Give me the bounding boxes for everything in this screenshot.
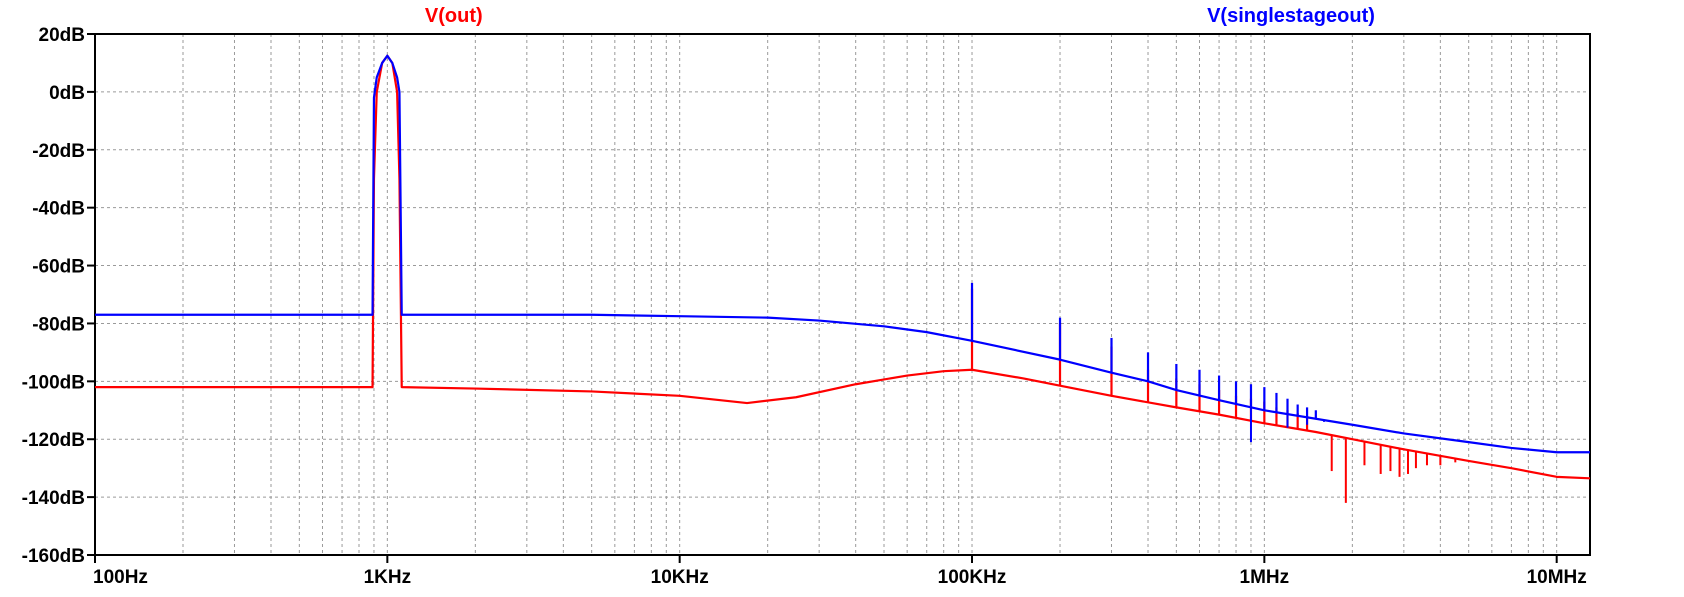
series-traces [95,54,1591,503]
series-line [95,54,1591,480]
y-tick-label: -140dB [22,488,85,509]
series-v-out- [95,54,1591,503]
legend-entry: V(singlestageout) [1207,5,1375,27]
series-line [95,54,1590,454]
y-tick-label: 0dB [49,83,85,104]
y-tick-label: -40dB [32,199,85,220]
grid [95,34,1590,555]
y-tick-label: -60dB [32,257,85,278]
x-tick-label: 10MHz [1527,567,1587,588]
legend: V(singlestageout) V(out) [425,5,1375,27]
x-tick-label: 100KHz [938,567,1007,588]
plot-frame [94,33,1591,556]
y-tick-label: -20dB [32,141,85,162]
y-tick-label: -100dB [22,372,85,393]
x-tick-label: 1KHz [364,567,412,588]
y-tick-label: -80dB [32,314,85,335]
y-tick-label: -160dB [22,546,85,567]
y-tick-label: 20dB [39,25,85,46]
x-tick-label: 100Hz [93,567,148,588]
y-tick-label: -120dB [22,430,85,451]
x-tick-label: 10KHz [651,567,709,588]
series-v-singlestageout- [95,54,1590,454]
x-tick-label: 1MHz [1240,567,1290,588]
legend-entry: V(out) [425,5,483,27]
axes: 20dB 0dB -20dB -40dB -60dB -80dB -100dB -120dB -… [22,25,1591,588]
